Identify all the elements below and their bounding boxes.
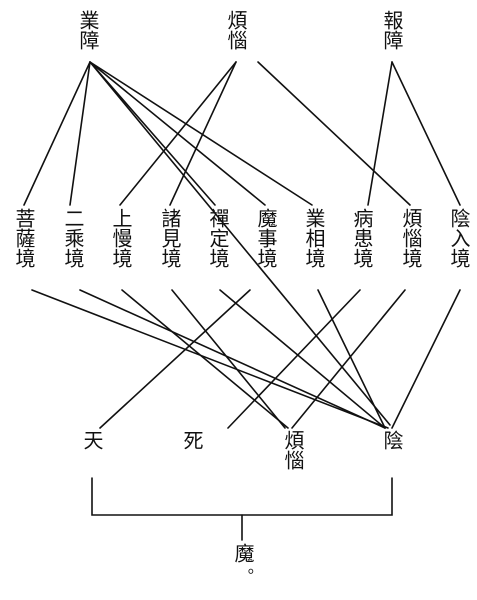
line-bodhisattva-skandha <box>31 289 389 429</box>
line-karma-dhyana <box>89 61 216 206</box>
line-dhyana-skandha <box>219 289 386 429</box>
line-illness-death <box>227 289 361 429</box>
line-karma-bodhisattva <box>23 61 91 206</box>
line-klesha-views <box>169 61 237 206</box>
node-illness-realm: 病患境 <box>350 208 374 268</box>
node-dhyana-realm: 禪定境 <box>206 208 230 268</box>
line-views-klesha <box>171 289 286 429</box>
end-mark: 。 <box>235 568 254 584</box>
line-arrogance-klesha <box>121 289 289 429</box>
node-mara: 魔 <box>231 543 255 563</box>
line-retribution-aggregates <box>391 61 461 206</box>
node-death: 死 <box>180 430 204 450</box>
node-arrogance-realm: 上慢境 <box>109 208 133 268</box>
node-retribution-obstruction: 報障 <box>380 10 404 50</box>
node-skandha: 陰 <box>380 430 404 450</box>
line-mara-affairs-deva <box>99 289 251 429</box>
line-klesha-affliction <box>257 61 411 206</box>
node-karma-obstruction: 業障 <box>76 10 100 50</box>
line-affliction-klesha <box>291 289 406 429</box>
node-bodhisattva-realm: 菩薩境 <box>12 208 36 268</box>
node-affliction-realm: 煩惱境 <box>399 208 423 268</box>
line-two-vehicles-skandha <box>79 289 386 429</box>
line-klesha-arrogance <box>119 61 237 206</box>
line-karma-karma-signs <box>89 61 313 206</box>
node-views-realm: 諸見境 <box>158 208 182 268</box>
line-karma-two-vehicles <box>69 61 91 206</box>
line-retribution-illness <box>367 61 393 206</box>
node-klesha-obstruction: 煩惱 <box>224 10 248 50</box>
node-aggregates-realm: 陰入境 <box>447 208 471 268</box>
node-two-vehicles-realm: 二乘境 <box>61 208 85 268</box>
node-mara-affairs-realm: 魔事境 <box>254 208 278 268</box>
line-karma-skandha <box>89 61 391 426</box>
node-deva: 天 <box>80 430 104 450</box>
line-karma-signs-skandha <box>317 289 386 429</box>
node-karma-signs-realm: 業相境 <box>302 208 326 268</box>
group-bracket <box>91 477 393 516</box>
node-klesha: 煩惱 <box>281 430 305 470</box>
line-aggregates-skandha <box>391 289 461 429</box>
